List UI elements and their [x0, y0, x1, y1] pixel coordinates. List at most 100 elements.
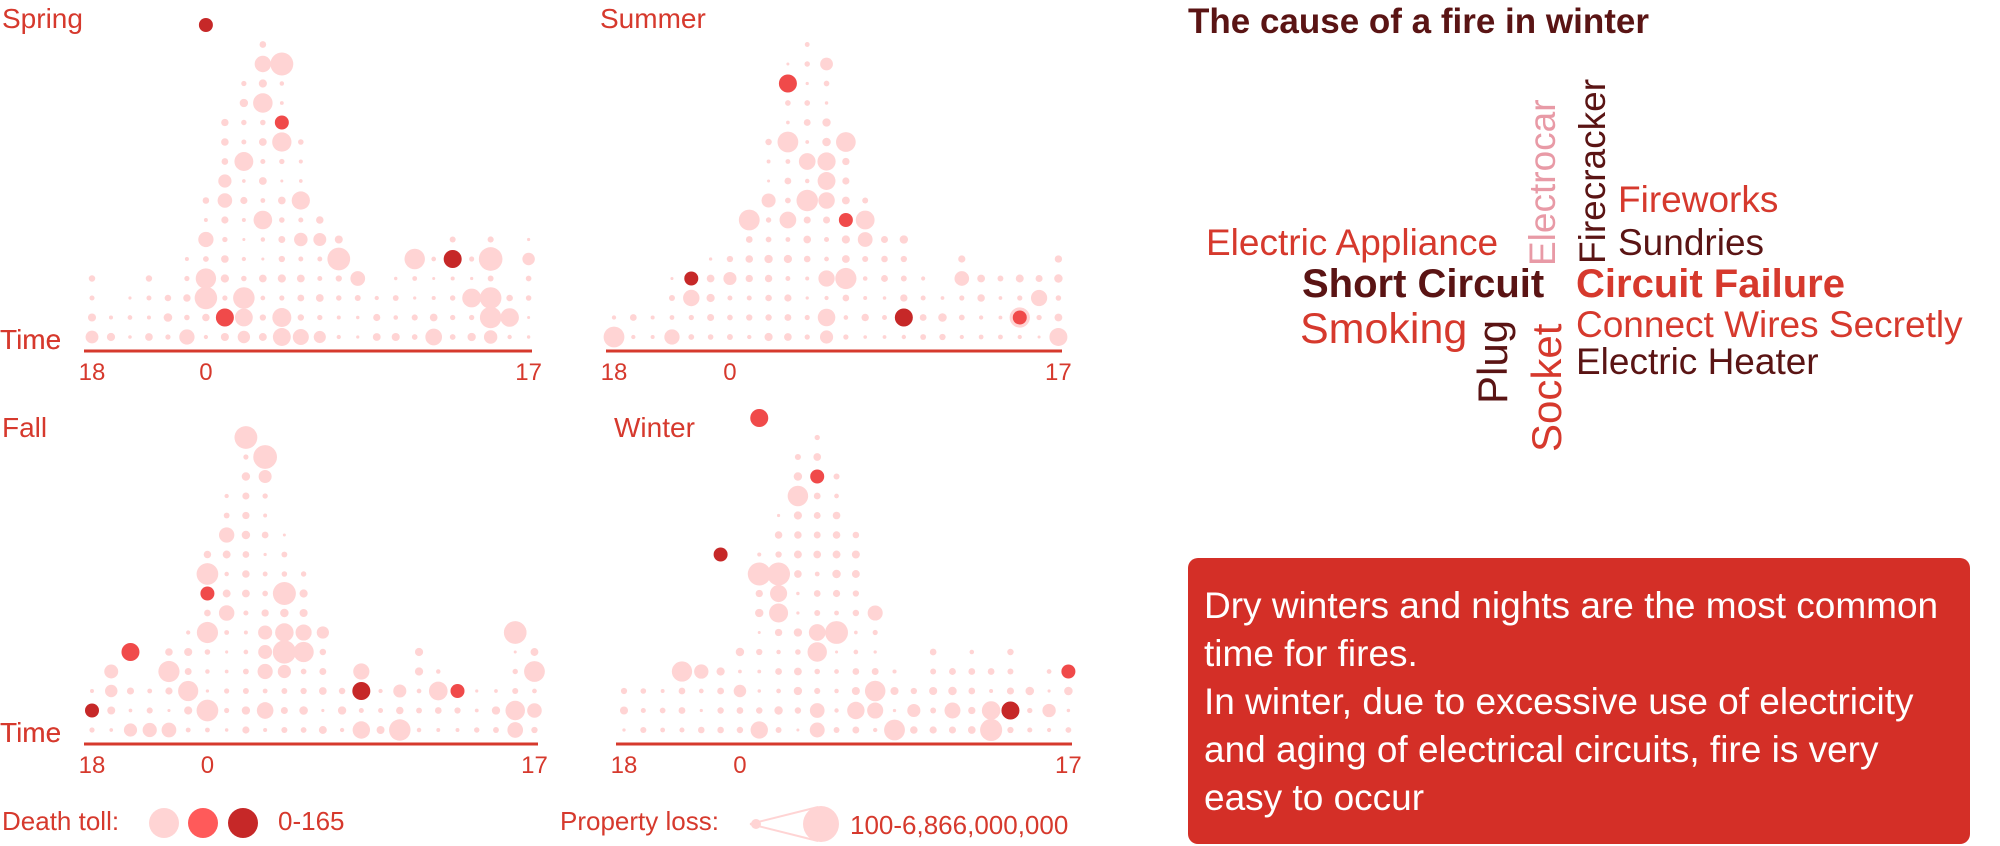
property-loss-dot: [958, 314, 965, 321]
property-loss-dot: [145, 333, 153, 341]
property-loss-dot: [824, 256, 829, 262]
property-loss-dot: [793, 472, 803, 481]
property-loss-dot: [805, 276, 810, 281]
property-loss-dot: [338, 687, 346, 695]
property-loss-dot: [777, 131, 799, 153]
y-axis-label: Time: [0, 324, 61, 355]
property-loss-dot: [411, 314, 418, 321]
property-loss-dot: [804, 314, 810, 321]
property-loss-dot: [88, 275, 96, 282]
property-loss-dot: [202, 256, 209, 262]
property-loss-dot: [733, 684, 747, 698]
property-loss-dot: [706, 274, 715, 283]
property-loss-dot: [298, 217, 304, 223]
property-loss-dot: [832, 550, 841, 559]
property-loss-dot: [337, 706, 347, 715]
property-loss-dot: [462, 288, 482, 308]
property-loss-dot: [500, 308, 519, 327]
cloud-word-electric-heater: Electric Heater: [1576, 341, 1819, 382]
property-loss-dot: [396, 706, 404, 715]
property-loss-dot: [699, 708, 703, 713]
property-loss-dot: [872, 629, 878, 636]
property-loss-dot: [431, 295, 436, 301]
property-loss-dot: [900, 255, 907, 263]
property-loss-dot: [163, 313, 173, 322]
property-loss-dot: [432, 276, 436, 281]
property-loss-dot: [242, 551, 250, 558]
property-loss-dot: [765, 138, 772, 146]
death-toll-dot: [450, 684, 465, 698]
word-cloud-title: The cause of a fire in winter: [1188, 2, 1649, 41]
property-loss-dot: [959, 334, 964, 340]
property-loss-dot: [474, 727, 480, 733]
property-loss-dot: [814, 571, 820, 577]
property-loss-dot: [814, 668, 820, 675]
property-loss-dot: [746, 295, 752, 301]
property-loss-dot: [257, 663, 273, 680]
property-loss-dot: [393, 315, 399, 320]
property-loss-dot: [260, 198, 266, 203]
property-loss-dot: [218, 527, 235, 543]
property-loss-dot: [861, 313, 869, 322]
property-loss-dot: [277, 196, 286, 205]
property-loss-dot: [222, 550, 231, 559]
property-loss-dot: [352, 721, 371, 739]
property-loss-dot: [89, 295, 95, 301]
property-loss-dot: [817, 308, 836, 327]
property-loss-dot: [804, 334, 810, 340]
property-loss-dot: [794, 531, 802, 539]
property-loss-dot: [899, 235, 908, 244]
property-loss-dot: [930, 707, 937, 714]
property-loss-dot: [280, 706, 288, 715]
property-loss-dot: [809, 703, 825, 718]
property-loss-dot: [202, 197, 210, 204]
property-loss-dot: [278, 255, 286, 263]
x-tick-label: 18: [601, 359, 628, 386]
property-loss-dot: [805, 81, 809, 86]
property-loss-dot: [391, 332, 400, 342]
property-loss-dot: [919, 314, 927, 321]
property-loss-dot: [356, 335, 360, 339]
property-loss-dot: [243, 610, 249, 616]
death-toll-dot: [200, 586, 215, 601]
property-loss-dot: [757, 552, 762, 557]
property-loss-dot: [258, 79, 267, 88]
x-tick-label: 17: [515, 359, 542, 386]
property-loss-dot: [262, 590, 268, 597]
property-loss-dot: [1054, 313, 1063, 322]
property-loss-dot: [294, 232, 308, 247]
death-toll-dot: [838, 213, 853, 227]
property-loss-dot: [825, 621, 848, 644]
property-loss-dot: [126, 687, 135, 695]
property-loss-dot: [784, 177, 792, 185]
property-loss-dot: [455, 728, 460, 732]
property-loss-dot: [818, 270, 835, 287]
property-loss-dot: [295, 624, 312, 641]
property-loss-dot: [852, 668, 860, 675]
property-loss-dot: [222, 589, 231, 598]
property-loss-dot: [824, 237, 830, 242]
property-loss-dot: [716, 667, 725, 676]
property-loss-dot: [745, 274, 753, 283]
property-loss-dot: [224, 493, 229, 499]
x-tick-label: 0: [733, 752, 746, 779]
property-loss-dot: [852, 590, 859, 597]
property-loss-dot: [261, 609, 269, 617]
property-loss-dot: [978, 315, 984, 320]
property-loss-dot: [717, 726, 724, 734]
property-loss-dot: [669, 315, 675, 320]
x-tick-label: 0: [201, 752, 214, 779]
property-loss-dot: [425, 328, 443, 346]
property-loss-dot: [793, 511, 802, 520]
property-loss-dot: [109, 728, 114, 732]
property-loss-dot: [813, 590, 821, 597]
property-loss-dot: [487, 275, 494, 282]
cloud-word-electric-appliance: Electric Appliance: [1206, 222, 1499, 263]
property-loss-dot: [259, 274, 267, 283]
property-loss-dot: [373, 313, 381, 322]
property-loss-dot: [224, 707, 230, 714]
property-loss-dot: [221, 118, 229, 127]
property-loss-dot: [507, 334, 512, 340]
property-loss-dot: [279, 81, 285, 86]
property-loss-dot: [300, 668, 307, 675]
